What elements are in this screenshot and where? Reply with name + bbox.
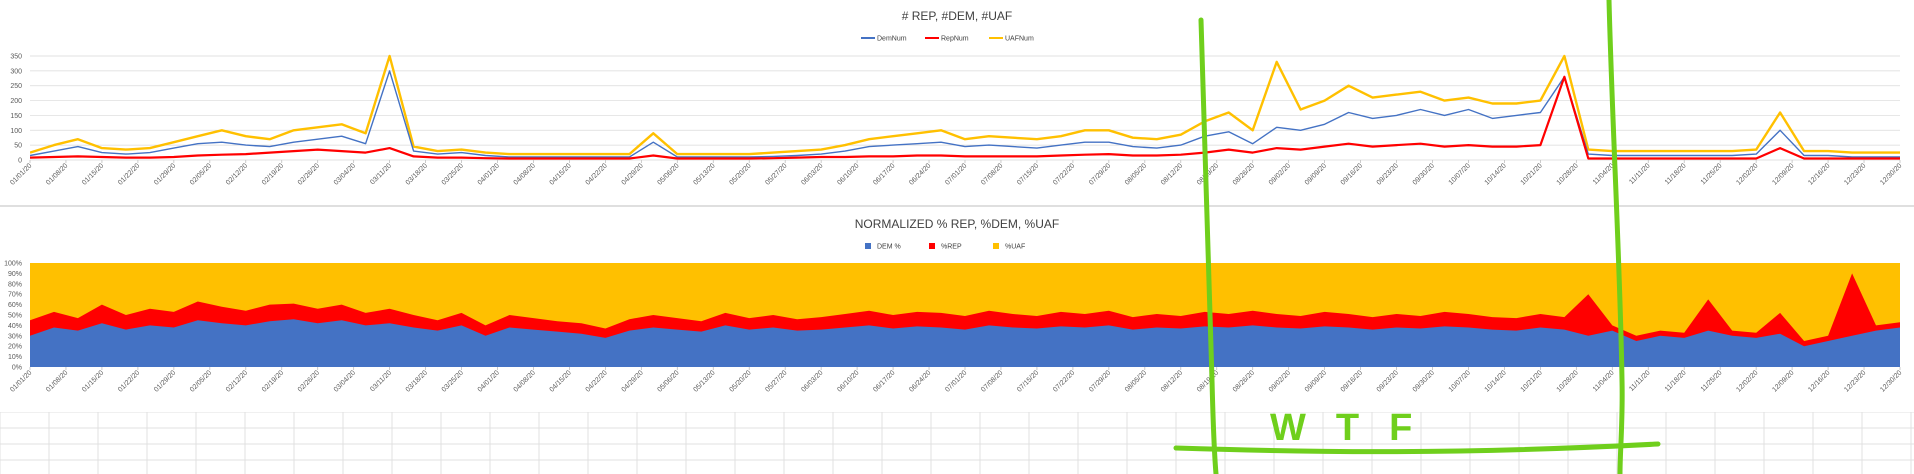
line-chart-plot (30, 54, 1900, 160)
legend-swatch-rep (929, 243, 935, 249)
y-tick-label: 100% (4, 261, 22, 268)
legend-label-uaf: UAFNum (1005, 36, 1034, 43)
series-line-dem (30, 70, 1900, 158)
y-tick-label: 300 (10, 68, 22, 75)
y-tick-label: 20% (8, 344, 22, 351)
annotation-right-line (1606, 0, 1625, 474)
y-tick-label: 100 (10, 128, 22, 135)
legend-swatch-dem (865, 243, 871, 249)
y-tick-label: 250 (10, 83, 22, 90)
line-chart[interactable]: # REP, #DEM, #UAF DemNum RepNum UAFNum 0 50… (0, 0, 1914, 205)
y-tick-label: 0 (18, 158, 22, 165)
legend-label-uaf: %UAF (1005, 244, 1025, 251)
y-tick-label: 350 (10, 54, 22, 61)
series-line-rep (30, 75, 1900, 160)
annotation-left-line (1198, 17, 1219, 474)
y-tick-label: 70% (8, 292, 22, 299)
hand-drawn-annotation: WTF (1173, 0, 1661, 474)
line-chart-legend: DemNum RepNum UAFNum (861, 36, 1034, 43)
area-chart-legend: DEM % %REP %UAF (865, 243, 1025, 251)
y-tick-label: 80% (8, 281, 22, 288)
legend-swatch-uaf (993, 243, 999, 249)
legend-label-rep: %REP (941, 244, 962, 251)
area-chart-y-axis: 0% 10% 20% 30% 40% 50% 60% 70% 80% 90% 100% (4, 261, 22, 372)
line-chart-area (0, 0, 1914, 205)
annotation-underline (1173, 441, 1661, 455)
spreadsheet-gridlines (0, 205, 1914, 474)
legend-label-rep: RepNum (941, 36, 969, 43)
annotation-text: WTF (1270, 407, 1442, 449)
area-chart[interactable]: NORMALIZED % REP, %DEM, %UAF DEM % %REP %U… (0, 207, 1914, 412)
y-tick-label: 90% (8, 271, 22, 278)
area-dem (30, 319, 1900, 367)
y-tick-label: 30% (8, 333, 22, 340)
y-tick-label: 200 (10, 98, 22, 105)
line-chart-title: # REP, #DEM, #UAF (902, 9, 1012, 23)
legend-label-dem: DEM % (877, 244, 901, 251)
area-chart-title: NORMALIZED % REP, %DEM, %UAF (855, 217, 1059, 231)
series-line-uaf (30, 54, 1900, 156)
y-tick-label: 50 (14, 143, 22, 150)
y-tick-label: 40% (8, 323, 22, 330)
area-chart-plot (30, 263, 1900, 367)
y-tick-label: 60% (8, 302, 22, 309)
y-tick-label: 150 (10, 113, 22, 120)
y-tick-label: 10% (8, 354, 22, 361)
y-tick-label: 50% (8, 313, 22, 320)
y-tick-label: 0% (12, 365, 22, 372)
legend-label-dem: DemNum (877, 36, 907, 43)
